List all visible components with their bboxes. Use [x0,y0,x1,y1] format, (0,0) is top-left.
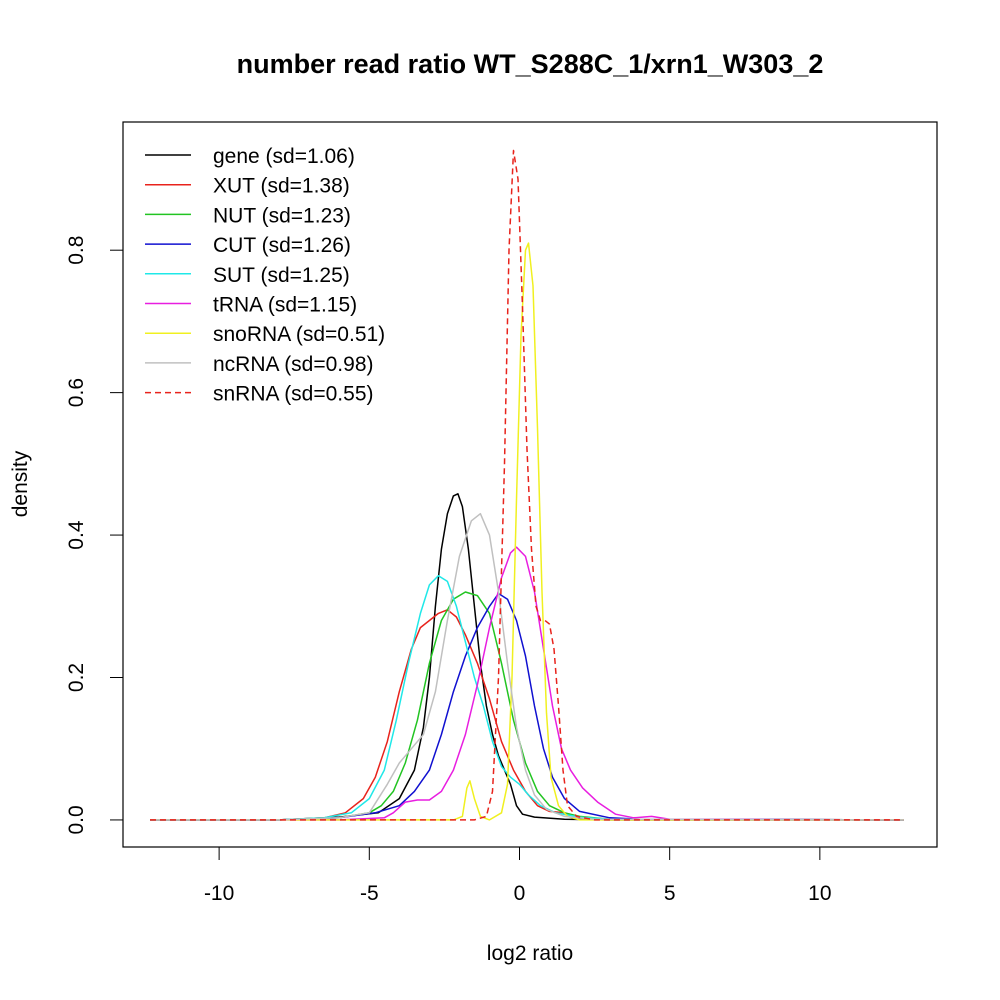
legend: gene (sd=1.06) XUT (sd=1.38) NUT (sd=1.23)… [145,145,385,406]
y-tick-label: 0.2 [65,663,88,692]
y-tick-label: 0.6 [65,378,88,407]
legend-label-3: CUT (sd=1.26) [213,234,351,257]
legend-label-6: snoRNA (sd=0.51) [213,323,385,346]
x-tick-label: 5 [664,882,676,905]
x-axis: -10 -5 0 5 10 [204,846,832,905]
y-tick-label: 0.8 [65,236,88,265]
legend-label-5: tRNA (sd=1.15) [213,294,357,317]
chart-title: number read ratio WT_S288C_1/xrn1_W303_2 [237,49,824,79]
series-line-3 [150,592,905,821]
series-line-5 [150,546,905,821]
x-tick-label: 0 [514,882,526,905]
x-tick-label: -5 [360,882,379,905]
x-tick-label: 10 [808,882,831,905]
series-line-6 [150,242,904,821]
legend-label-0: gene (sd=1.06) [213,145,355,168]
x-tick-label: -10 [204,882,234,905]
series-line-8 [150,149,904,821]
series-line-7 [150,512,905,821]
series-layer [150,149,905,821]
series-line-4 [150,574,905,821]
y-tick-label: 0.0 [65,805,88,834]
legend-label-1: XUT (sd=1.38) [213,175,350,198]
plot-frame [122,121,938,848]
y-tick-label: 0.4 [65,520,88,550]
legend-label-8: snRNA (sd=0.55) [213,383,374,406]
series-line-1 [150,609,905,821]
legend-label-7: ncRNA (sd=0.98) [213,353,374,376]
x-axis-label: log2 ratio [487,942,573,965]
series-line-2 [150,591,905,821]
legend-label-4: SUT (sd=1.25) [213,264,350,287]
y-axis: 0.0 0.2 0.4 0.6 0.8 [65,236,124,835]
series-line-0 [150,493,904,821]
y-axis-label: density [9,450,32,517]
legend-label-2: NUT (sd=1.23) [213,204,351,227]
